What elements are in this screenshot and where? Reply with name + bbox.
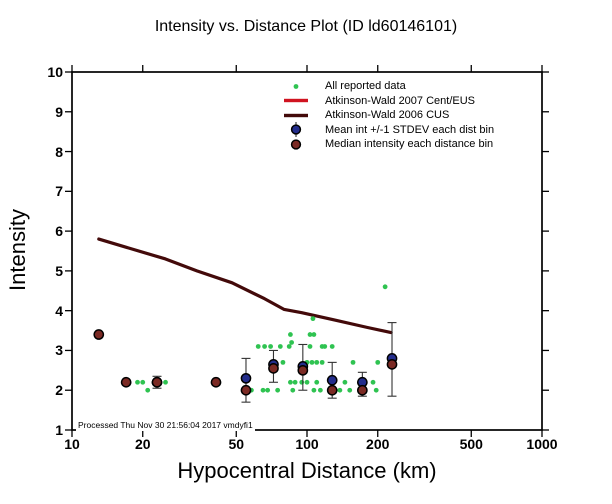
reported-point [260, 387, 266, 393]
blue-circle-errorbar-icon [290, 122, 302, 138]
reported-point [262, 344, 267, 349]
reported-point [288, 332, 293, 337]
legend-item-label: Atkinson-Wald 2006 CUS [325, 109, 450, 122]
reported-point [289, 340, 295, 345]
mean-point [240, 372, 252, 384]
y-tick-label: 1 [55, 422, 63, 438]
median-point [386, 359, 398, 370]
reported-point [309, 359, 315, 365]
median-point [120, 376, 132, 388]
reported-point [280, 359, 286, 365]
reported-point [288, 379, 293, 385]
median-point [210, 376, 222, 388]
median-point [268, 362, 279, 374]
x-axis-label: Hypocentral Distance (km) [177, 458, 437, 483]
reported-point [140, 379, 146, 385]
reported-point [310, 316, 316, 322]
legend-item-label: Atkinson-Wald 2007 Cent/EUS [325, 94, 475, 107]
reported-point [292, 379, 298, 385]
reported-point [319, 359, 325, 365]
axis-ticks [65, 65, 549, 437]
x-tick-label: 1000 [526, 436, 558, 452]
reported-point [314, 359, 320, 365]
reported-point [342, 379, 348, 385]
reported-point [322, 344, 328, 349]
y-tick-label: 9 [55, 103, 63, 120]
legend-item: Median intensity each distance bin [282, 137, 494, 152]
reported-point [255, 344, 261, 349]
median-point [93, 329, 105, 340]
x-tick-label: 100 [295, 436, 319, 452]
reported-point [145, 387, 151, 393]
reported-point [268, 344, 273, 349]
aw2006-curve [97, 237, 393, 335]
median-points [93, 329, 398, 396]
x-tick-label: 200 [366, 436, 390, 452]
y-tick-label: 3 [55, 342, 63, 359]
y-tick-label: 6 [55, 223, 63, 240]
x-tick-label: 20 [134, 436, 151, 452]
reported-point [347, 387, 353, 393]
legend-item: Atkinson-Wald 2007 Cent/EUS [282, 94, 494, 109]
reported-point [277, 344, 283, 349]
reported-point [311, 332, 317, 337]
y-tick-label: 10 [47, 64, 63, 80]
median-point [240, 384, 252, 396]
reported-point [329, 344, 335, 349]
reported-point [382, 284, 388, 290]
darkred-line-icon [284, 113, 308, 117]
reported-point [317, 387, 323, 393]
reported-point [275, 387, 281, 393]
x-tick-label: 500 [459, 436, 483, 452]
median-point [297, 364, 309, 376]
median-point [326, 384, 338, 396]
reported-point [314, 379, 320, 385]
legend: All reported data Atkinson-Wald 2007 Cent… [282, 79, 494, 152]
mean-point [326, 374, 338, 386]
reported-point [311, 387, 317, 393]
reported-point [375, 359, 381, 365]
legend-item-label: All reported data [325, 80, 406, 93]
reported-point [163, 379, 168, 385]
y-tick-label: 8 [55, 143, 63, 160]
y-tick-label: 4 [55, 302, 63, 319]
legend-item-label: Mean int +/-1 STDEV each dist bin [325, 123, 495, 136]
reported-point [304, 379, 310, 385]
reported-point [265, 387, 271, 393]
x-tick-label: 50 [228, 436, 245, 452]
chart-title: Intensity vs. Distance Plot (ID ld601461… [154, 18, 458, 35]
reported-data-points [135, 284, 388, 393]
reported-point [370, 379, 376, 385]
maroon-circle-icon [290, 139, 302, 150]
legend-item: All reported data [282, 79, 494, 94]
median-point [151, 376, 163, 388]
reported-point [290, 387, 296, 393]
reported-point [299, 379, 305, 385]
reported-point [373, 387, 379, 393]
legend-item-label: Median intensity each distance bin [325, 138, 494, 151]
median-point [356, 384, 368, 396]
reported-point [286, 344, 292, 349]
reported-point [337, 387, 343, 393]
y-tick-label: 2 [55, 382, 63, 399]
x-tick-label: 10 [64, 436, 80, 452]
legend-item: Mean int +/-1 STDEV each dist bin [282, 122, 495, 138]
reported-point [350, 359, 356, 365]
reported-point [307, 332, 313, 337]
reported-point [135, 379, 140, 385]
processed-note: Processed Thu Nov 30 21:56:04 2017 vmdyf… [76, 420, 255, 431]
reported-point [307, 344, 313, 349]
legend-item: Atkinson-Wald 2006 CUS [282, 108, 494, 123]
green-dot-icon [293, 83, 299, 89]
red-line-icon [284, 99, 308, 103]
y-tick-label: 7 [55, 183, 63, 200]
y-tick-label: 5 [55, 262, 63, 279]
